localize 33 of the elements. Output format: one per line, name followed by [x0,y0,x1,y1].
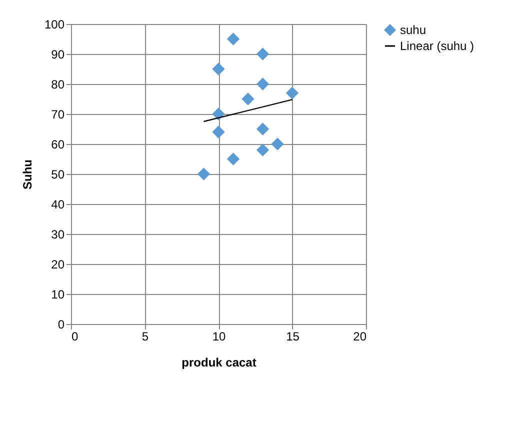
x-tick-label: 5 [142,330,149,344]
y-tick-label: 100 [44,18,65,32]
y-tick-label: 20 [51,258,65,272]
point [256,48,270,60]
y-tick-label: 50 [51,168,65,182]
x-tick-label: 0 [72,330,78,344]
point [242,92,254,106]
x-axis-title: produk cacat [182,356,256,370]
point [271,138,284,150]
point [212,62,225,76]
point [256,144,270,156]
x-tick-label: 10 [212,330,226,344]
y-axis-title: Suhu [20,160,34,190]
point [256,78,270,90]
y-tick-label: 10 [51,288,65,302]
y-tick-label: 80 [51,78,65,92]
x-tick-label: 20 [353,330,367,344]
point [226,32,240,46]
y-tick-label: 60 [51,138,65,152]
point [197,168,210,180]
point [286,86,299,100]
point [212,126,225,138]
x-tick-label: 15 [286,330,300,344]
y-tick-label: 90 [51,48,65,62]
y-tick-label: 70 [51,108,65,122]
point [226,152,240,166]
y-tick-label: 0 [58,318,65,332]
legend-label: suhu [400,23,426,37]
y-tick-label: 30 [51,228,65,242]
point [256,122,270,136]
legend-label: Linear (suhu ) [400,39,474,53]
y-tick-label: 40 [51,198,65,212]
point [212,108,225,120]
